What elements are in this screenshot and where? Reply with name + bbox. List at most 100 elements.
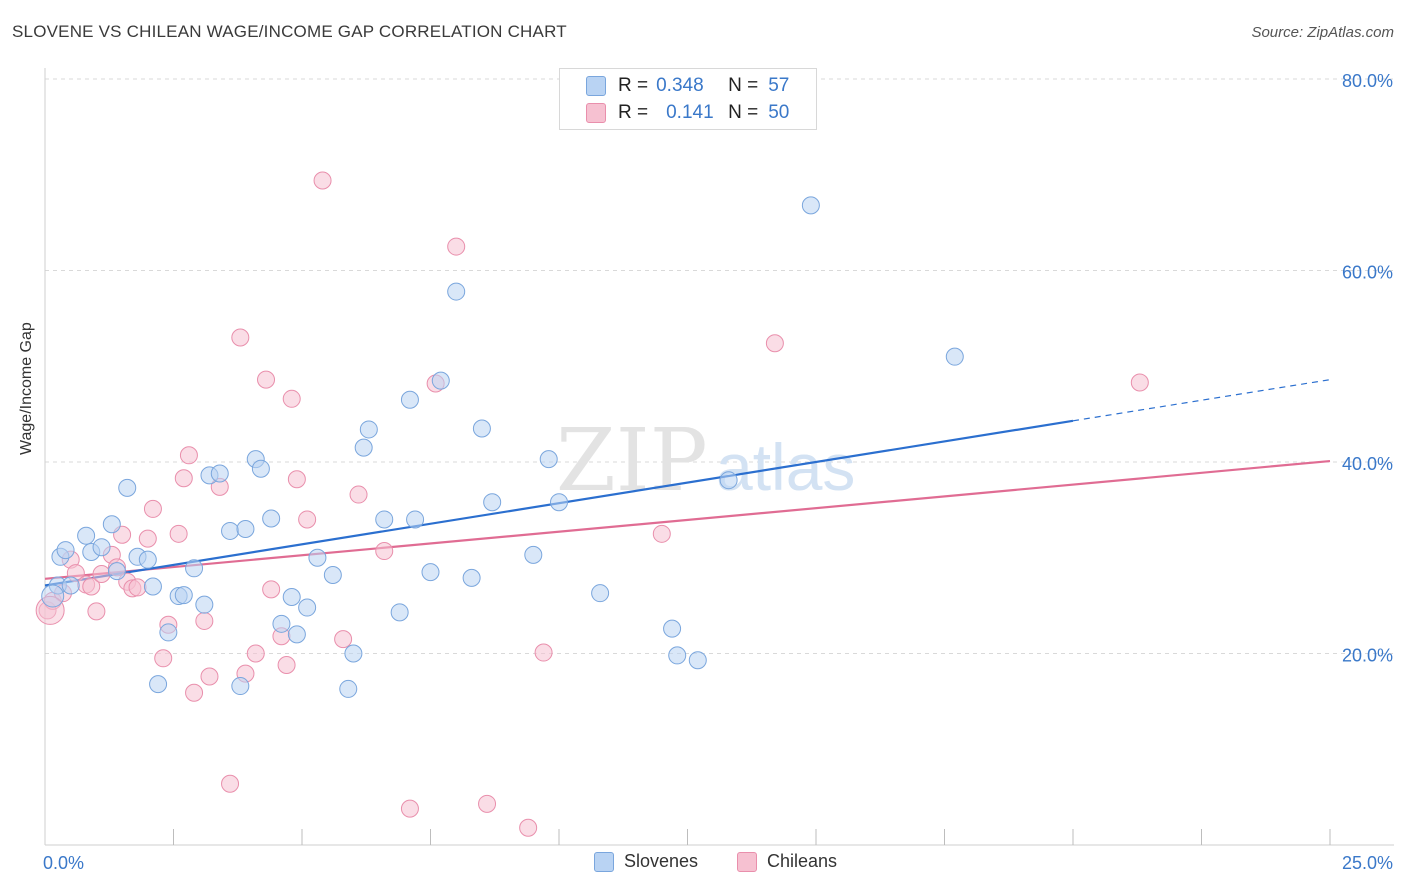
legend-row-slovenes: R = 0.348 N = 57 — [586, 73, 789, 99]
slovene-point — [421, 563, 440, 582]
chilean-point — [195, 611, 214, 630]
slovenes-legend-label: Slovenes — [624, 851, 699, 871]
y-tick-label: 60.0% — [1342, 263, 1393, 283]
slovene-point — [591, 584, 610, 603]
slovene-point — [174, 586, 193, 605]
slovene-point — [668, 646, 687, 665]
chilean-point — [257, 370, 276, 389]
chilean-point — [128, 578, 147, 597]
slovene-point — [688, 651, 707, 670]
slovene-point — [375, 510, 394, 529]
slovene-point — [149, 675, 168, 694]
slovene-point — [354, 438, 373, 457]
chileans-legend-label: Chileans — [767, 851, 838, 871]
chileans-r-value: 0.141 — [666, 102, 714, 123]
slovene-point — [251, 459, 270, 478]
chart-title: SLOVENE VS CHILEAN WAGE/INCOME GAP CORRE… — [12, 22, 567, 41]
legend-r-label: R = — [618, 75, 649, 96]
chilean-point — [1130, 373, 1149, 392]
chilean-point — [87, 602, 106, 621]
correlation-legend: R = 0.348 N = 57 R = 0.141 N = 50 — [559, 68, 817, 130]
legend-r-label: R = — [618, 102, 649, 123]
slovene-point — [801, 196, 820, 215]
slovene-point — [102, 515, 121, 534]
chilean-point — [246, 644, 265, 663]
slovene-point — [56, 541, 75, 560]
slovenes-swatch — [586, 76, 606, 96]
slovene-point — [107, 562, 126, 581]
slovene-point — [298, 598, 317, 617]
legend-n-label: N = — [728, 102, 759, 123]
chilean-point — [282, 389, 301, 408]
slovene-point — [339, 679, 358, 698]
slovene-point — [195, 595, 214, 614]
axes — [44, 68, 1394, 846]
chilean-point — [765, 334, 784, 353]
slovene-point — [431, 371, 450, 390]
chilean-point — [313, 171, 332, 190]
slovene-point — [138, 550, 157, 569]
slovene-point — [282, 588, 301, 607]
x-tick-label: 0.0% — [43, 853, 84, 873]
slovene-point — [185, 559, 204, 578]
data-points — [35, 171, 1149, 837]
chilean-point — [231, 328, 250, 347]
slovene-point — [550, 493, 568, 512]
slovene-point — [77, 526, 96, 545]
chilean-point — [138, 529, 157, 548]
chilean-point — [287, 470, 306, 489]
watermark-zip: ZIP — [556, 411, 708, 511]
chilean-point — [262, 580, 281, 599]
y-tick-label: 20.0% — [1342, 646, 1393, 666]
chilean-point — [400, 799, 419, 818]
slovene-point — [524, 545, 543, 564]
slovene-point — [390, 603, 409, 622]
legend-n-label: N = — [728, 75, 759, 96]
chilean-point — [447, 237, 466, 256]
chilean-point — [349, 485, 368, 504]
chilean-point — [652, 524, 671, 543]
chilean-point — [519, 818, 538, 837]
slovene-point — [221, 521, 240, 540]
slovene-point — [945, 347, 964, 366]
slovene-point — [719, 471, 738, 490]
slovenes-trend-extension — [1072, 379, 1331, 422]
chilean-point — [92, 565, 111, 584]
slovene-point — [472, 419, 491, 438]
chileans-n-value: 50 — [768, 102, 790, 123]
chilean-point — [277, 655, 296, 674]
slovene-point — [143, 577, 162, 596]
chileans-swatch — [586, 103, 606, 123]
slovene-point — [323, 565, 342, 584]
chilean-point — [179, 446, 198, 465]
legend-row-chileans: R = 0.141 N = 50 — [586, 100, 789, 126]
gridlines — [45, 78, 1394, 654]
slovene-point — [406, 510, 425, 529]
slovene-point — [236, 520, 255, 539]
slovenes-r-value: 0.348 — [656, 75, 704, 96]
legend-item-slovenes: Slovenes — [594, 851, 698, 872]
slovene-point — [359, 420, 378, 439]
chilean-point — [298, 510, 317, 529]
legend-item-chileans: Chileans — [737, 851, 837, 872]
slovene-point — [400, 390, 419, 409]
chilean-point — [478, 794, 497, 813]
slovene-point — [262, 509, 281, 528]
slovenes-legend-swatch — [594, 851, 614, 872]
slovene-point — [663, 619, 682, 638]
chilean-point — [221, 774, 240, 793]
series-legend: Slovenes Chileans — [0, 851, 1406, 879]
chilean-point — [185, 683, 204, 702]
source-credit: Source: ZipAtlas.com — [1251, 24, 1394, 41]
slovene-point — [61, 576, 80, 595]
chilean-point — [534, 643, 553, 662]
chileans-legend-swatch — [737, 851, 757, 872]
slovene-point — [483, 493, 502, 512]
slovene-point — [539, 450, 558, 469]
chileans-trend-line — [44, 459, 1331, 580]
chilean-point — [200, 667, 219, 686]
chilean-point — [154, 649, 173, 668]
slovene-point — [462, 568, 481, 587]
chilean-point — [169, 524, 188, 543]
